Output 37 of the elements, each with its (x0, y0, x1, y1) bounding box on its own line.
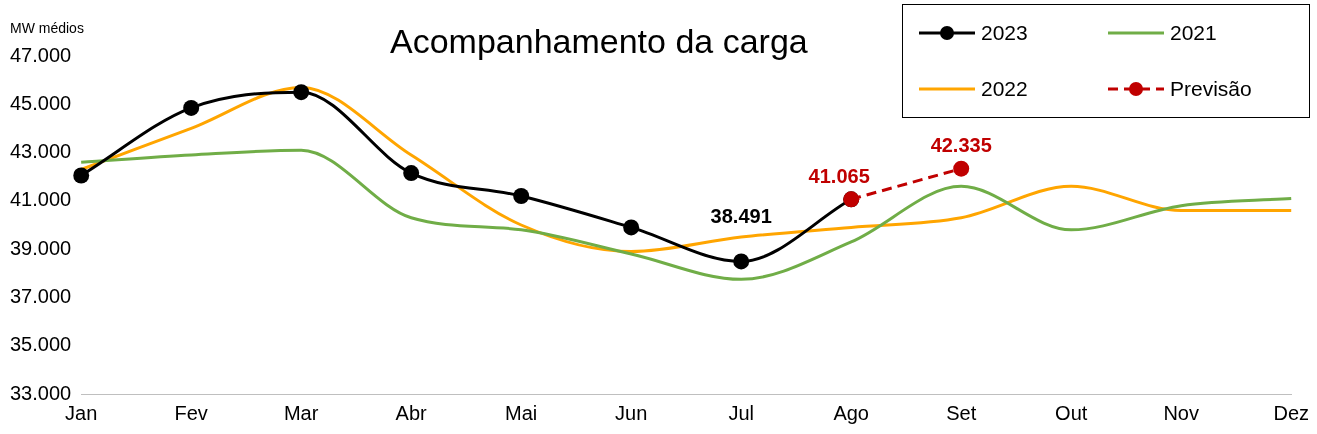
x-tick-label: Jan (65, 401, 98, 424)
x-tick-label: Out (1055, 401, 1088, 424)
data-label: 42.335 (930, 134, 992, 157)
legend-label: 2023 (981, 21, 1028, 45)
point (733, 253, 750, 270)
x-tick-label: Jun (615, 401, 648, 424)
y-axis-title: MW médios (10, 20, 84, 36)
x-tick-label: Mar (283, 401, 319, 424)
chart-title: Acompanhamento da carga (390, 22, 808, 61)
y-tick-label: 47.000 (10, 43, 72, 66)
point (183, 99, 200, 116)
legend-label: Previsão (1170, 77, 1252, 101)
point (293, 84, 310, 101)
point (73, 167, 90, 184)
y-tick-label: 35.000 (10, 333, 72, 356)
data-label: 38.491 (710, 204, 772, 227)
y-tick-label: 39.000 (10, 236, 72, 259)
legend-label: 2022 (981, 77, 1028, 101)
x-tick-label: Nov (1163, 401, 1199, 424)
x-tick-label: Fev (174, 401, 208, 424)
point (623, 219, 640, 236)
y-tick-label: 45.000 (10, 91, 72, 114)
point (953, 160, 970, 177)
x-tick-label: Abr (395, 401, 428, 424)
y-tick-label: 43.000 (10, 140, 72, 163)
data-label: 41.065 (808, 164, 870, 187)
x-tick-label: Dez (1273, 401, 1310, 424)
point (513, 188, 530, 205)
y-tick-label: 37.000 (10, 284, 72, 307)
x-tick-label: Mai (505, 401, 538, 424)
x-tick-label: Ago (833, 401, 869, 424)
y-tick-label: 41.000 (10, 188, 72, 211)
legend-label: 2021 (1170, 21, 1217, 45)
point (403, 165, 420, 182)
x-tick-label: Jul (728, 401, 754, 424)
y-tick-label: 33.000 (10, 381, 72, 404)
x-tick-label: Set (946, 401, 977, 424)
